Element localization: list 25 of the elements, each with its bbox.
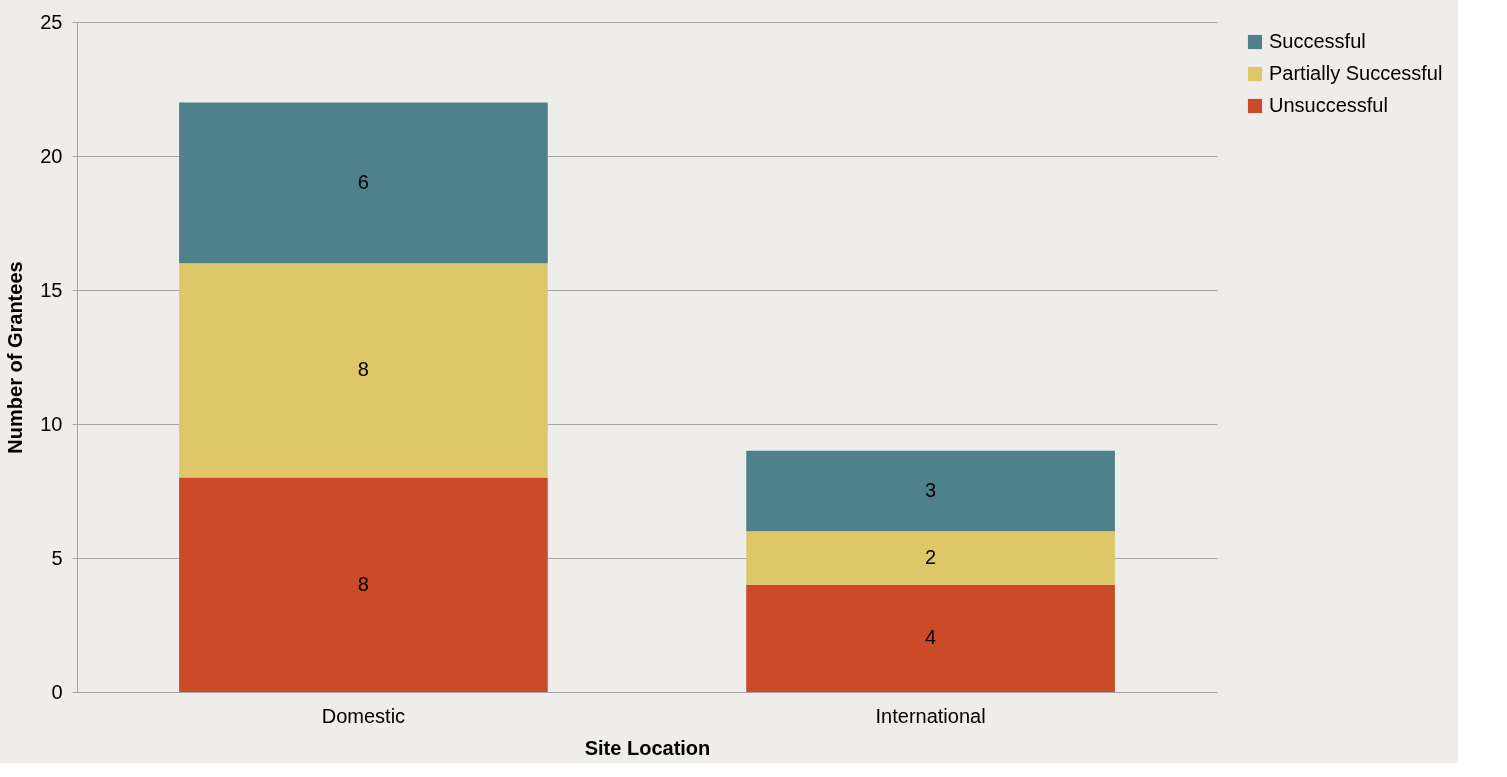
data-label: 2 — [925, 546, 937, 568]
x-tick-label: International — [875, 704, 986, 727]
bar — [179, 477, 548, 692]
y-axis-title: Number of Grantees — [4, 261, 27, 454]
y-tick-label: 20 — [40, 144, 63, 167]
legend-label: Unsuccessful — [1269, 94, 1388, 116]
legend-label: Partially Successful — [1269, 62, 1443, 84]
x-axis-title: Site Location — [584, 736, 711, 759]
bar — [746, 450, 1115, 532]
y-tick-label: 25 — [40, 10, 63, 33]
data-label: 3 — [925, 479, 937, 501]
y-tick-label: 5 — [51, 546, 63, 569]
data-label: 4 — [925, 626, 937, 649]
data-label: 8 — [357, 358, 369, 381]
legend-label: Successful — [1269, 30, 1366, 52]
bar — [746, 584, 1115, 692]
bar — [746, 531, 1115, 585]
y-tick-label: 10 — [40, 412, 63, 435]
bar — [179, 263, 548, 478]
y-tick-label: 0 — [51, 680, 63, 703]
y-tick-label: 15 — [40, 278, 63, 301]
bar — [179, 102, 548, 264]
x-tick-label: Domestic — [321, 704, 406, 727]
data-label: 6 — [357, 170, 369, 193]
data-label: 8 — [357, 572, 369, 595]
